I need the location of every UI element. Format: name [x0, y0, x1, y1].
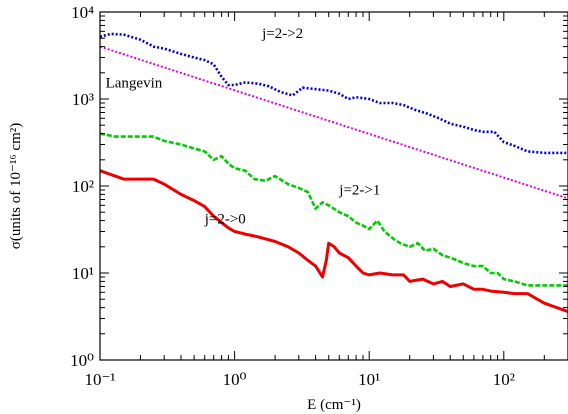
y-tick-label: 10³: [72, 90, 94, 109]
x-tick-label: 10⁻¹: [84, 370, 115, 389]
y-axis-title: σ(units of 10⁻¹⁶ cm²): [8, 123, 24, 249]
x-tick-label: 10⁰: [223, 370, 247, 389]
y-tick-label: 10²: [72, 177, 94, 196]
series-line-j-2-to-2: [99, 32, 568, 155]
annotation-layer: j=2->2 Langevin j=2->1 j=2->0: [106, 26, 381, 227]
x-axis-title: E (cm⁻¹): [307, 397, 361, 413]
annotation-j-2-to-0: j=2->0: [204, 212, 246, 228]
annotation-j-2-to-2: j=2->2: [261, 26, 303, 42]
series-line-j-2-to-0: [99, 169, 568, 314]
x-tick-label: 10¹: [358, 370, 380, 389]
y-tick-label: 10¹: [72, 264, 94, 283]
annotation-langevin: Langevin: [106, 76, 163, 92]
series-layer: [99, 32, 568, 314]
ticks-layer: [99, 11, 568, 361]
x-tick-label: 10²: [493, 370, 515, 389]
series-line-j-2-to-1: [99, 132, 568, 287]
y-tick-label: 10⁴: [71, 3, 94, 22]
y-tick-label: 10⁰: [70, 351, 94, 370]
annotation-j-2-to-1: j=2->1: [338, 182, 380, 198]
